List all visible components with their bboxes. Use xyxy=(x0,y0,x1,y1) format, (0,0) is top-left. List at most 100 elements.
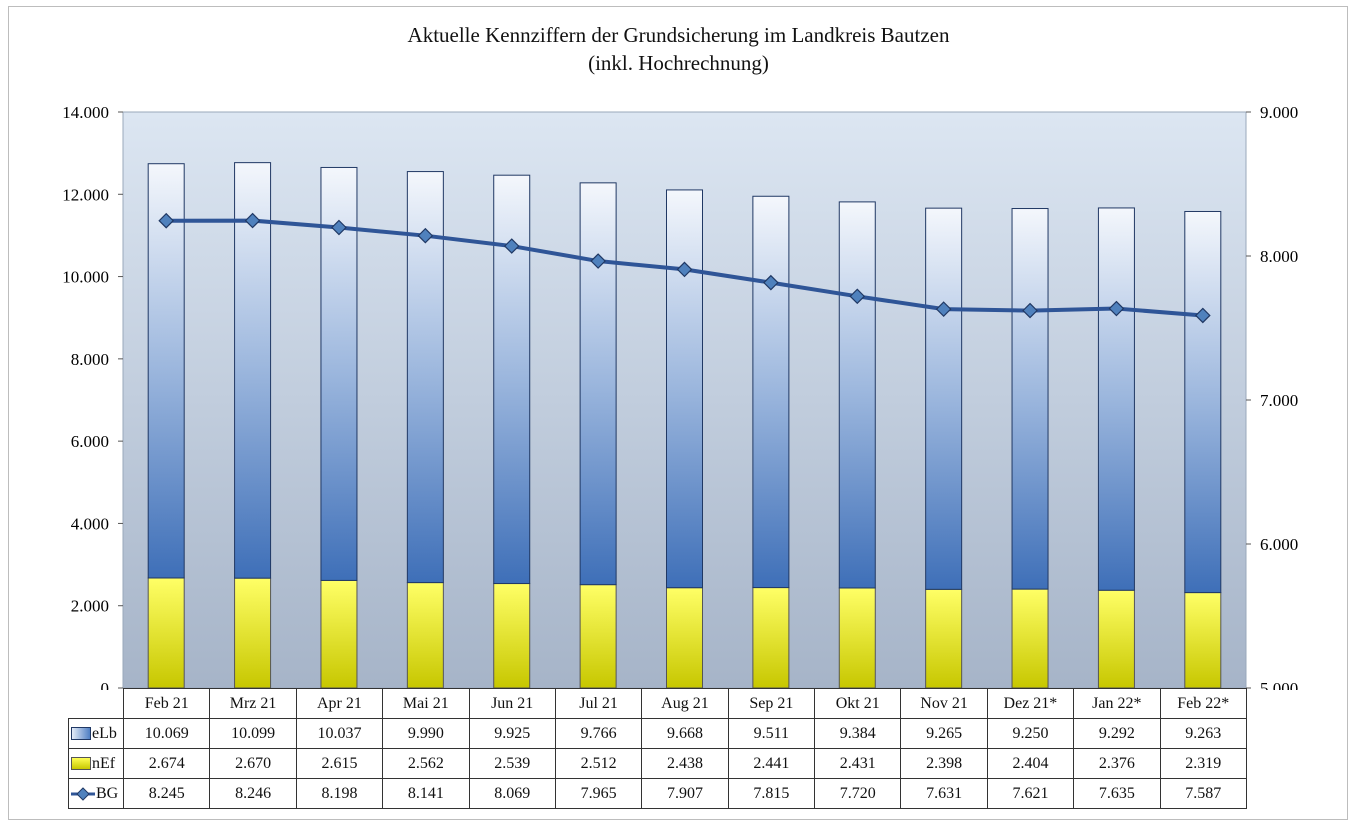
bar-elb xyxy=(234,162,272,579)
table-row-nef: nEf 2.674 2.670 2.615 2.562 2.539 2.512 2.438 2.… xyxy=(68,748,1247,779)
data-label: 9.265 xyxy=(900,718,988,749)
left-axis-tick-label: 12.000 xyxy=(62,185,109,204)
bar-nef xyxy=(493,583,531,689)
bar-elb xyxy=(579,182,617,586)
bg-point xyxy=(1108,300,1125,317)
data-label: 7.635 xyxy=(1073,778,1161,809)
x-axis-tick-label: Jul 21 xyxy=(554,688,643,719)
bg-point xyxy=(1022,302,1038,319)
bar-elb xyxy=(925,207,963,590)
bg-point xyxy=(244,212,261,229)
data-label: 2.376 xyxy=(1073,748,1161,779)
left-axis-tick-label: 14.000 xyxy=(62,103,109,122)
data-label: 10.069 xyxy=(122,718,211,749)
left-axis-tick-label: 4.000 xyxy=(71,514,109,533)
data-label: 2.319 xyxy=(1159,748,1247,779)
right-axis: 5.000 6.000 7.000 8.000 9.000 xyxy=(1246,103,1298,690)
legend-entry: BG xyxy=(68,778,124,809)
table-corner xyxy=(69,689,124,719)
data-label: 2.441 xyxy=(727,748,816,779)
data-label: 7.815 xyxy=(727,778,816,809)
table-header-row: Feb 21 Mrz 21 Apr 21 Mai 21 Jun 21 Jul 21 Aug … xyxy=(69,688,1247,719)
data-label: 7.720 xyxy=(813,778,902,809)
bar-elb xyxy=(666,189,703,589)
bar-nef xyxy=(147,577,185,689)
bar-nef xyxy=(406,582,444,689)
bg-point xyxy=(331,219,347,236)
x-axis-tick-label: Sep 21 xyxy=(727,688,816,719)
data-label: 2.670 xyxy=(209,748,297,779)
legend-key-elb xyxy=(71,727,91,741)
data-label: 10.099 xyxy=(209,718,297,749)
bar-elb xyxy=(1184,210,1222,594)
data-label: 8.141 xyxy=(382,778,470,809)
data-label: 2.562 xyxy=(382,748,470,779)
bg-point xyxy=(503,238,520,254)
left-axis-tick-label: 6.000 xyxy=(71,432,109,451)
legend-label: nEf xyxy=(92,754,116,772)
bar-nef xyxy=(838,587,876,689)
data-label: 9.668 xyxy=(641,718,729,749)
left-axis-tick-label: 10.000 xyxy=(62,268,109,287)
bg-point xyxy=(676,261,693,278)
bg-point xyxy=(849,288,866,305)
data-label: 2.615 xyxy=(295,748,384,779)
data-label: 8.246 xyxy=(209,778,297,809)
right-axis-tick-label: 8.000 xyxy=(1260,247,1298,266)
chart-subtitle: (inkl. Hochrechnung) xyxy=(588,51,769,75)
data-label: 2.431 xyxy=(813,748,902,779)
data-label: 7.965 xyxy=(554,778,643,809)
data-label: 9.925 xyxy=(468,718,556,749)
left-axis-tick-label: 0 xyxy=(101,679,110,690)
data-label: 2.438 xyxy=(641,748,729,779)
data-label: 7.907 xyxy=(641,778,729,809)
right-axis-tick-label: 7.000 xyxy=(1260,391,1298,410)
legend-key-bg xyxy=(71,787,95,801)
x-axis-tick-label: Feb 22* xyxy=(1159,688,1247,719)
bar-elb xyxy=(838,201,876,589)
right-axis-tick-label: 9.000 xyxy=(1260,103,1298,122)
x-axis-tick-label: Mai 21 xyxy=(382,688,470,719)
data-label: 7.587 xyxy=(1159,778,1247,809)
bar-elb xyxy=(493,174,531,585)
data-label: 9.263 xyxy=(1159,718,1247,749)
bar-elb xyxy=(1097,207,1135,591)
bar-elb xyxy=(320,166,358,581)
chart-frame xyxy=(8,6,1348,820)
chart-title: Aktuelle Kennziffern der Grundsicherung … xyxy=(407,23,950,47)
bar-elb xyxy=(147,163,185,579)
bars xyxy=(147,162,1222,689)
bar-nef xyxy=(925,588,963,689)
bg-point xyxy=(935,301,952,317)
x-axis-tick-label: Mrz 21 xyxy=(209,688,297,719)
bg-point xyxy=(763,274,779,291)
data-label: 9.384 xyxy=(813,718,902,749)
data-label: 9.990 xyxy=(382,718,470,749)
data-label: 2.404 xyxy=(986,748,1075,779)
left-axis-tick-label: 2.000 xyxy=(71,597,109,616)
bar-nef xyxy=(234,577,272,689)
data-label: 10.037 xyxy=(295,718,384,749)
bg-point xyxy=(417,227,434,244)
data-label: 7.631 xyxy=(900,778,988,809)
x-axis-tick-label: Feb 21 xyxy=(122,688,211,719)
legend-label: eLb xyxy=(92,724,117,742)
legend-entry: nEf xyxy=(68,748,124,779)
bar-nef xyxy=(752,587,790,689)
chart-plot: 02.0004.0006.0008.00010.00012.00014.000 … xyxy=(62,103,1298,690)
bar-nef xyxy=(1011,588,1049,689)
data-label: 9.250 xyxy=(986,718,1075,749)
bar-nef xyxy=(666,587,703,689)
bar-nef xyxy=(1184,592,1222,689)
left-axis: 0 2.000 4.000 6.000 8.000 10.000 12.000 14.000 xyxy=(62,103,123,690)
right-axis-tick-label: 6.000 xyxy=(1260,535,1298,554)
legend-entry: eLb xyxy=(68,718,124,749)
data-label: 7.621 xyxy=(986,778,1075,809)
data-label: 2.674 xyxy=(122,748,211,779)
data-label: 9.511 xyxy=(727,718,816,749)
bar-nef xyxy=(579,584,617,689)
x-axis-tick-label: Jan 22* xyxy=(1073,688,1161,719)
bar-nef xyxy=(1097,589,1135,689)
data-table: Feb 21 Mrz 21 Apr 21 Mai 21 Jun 21 Jul 21 Aug … xyxy=(68,688,1247,809)
bg-point xyxy=(1194,307,1211,324)
